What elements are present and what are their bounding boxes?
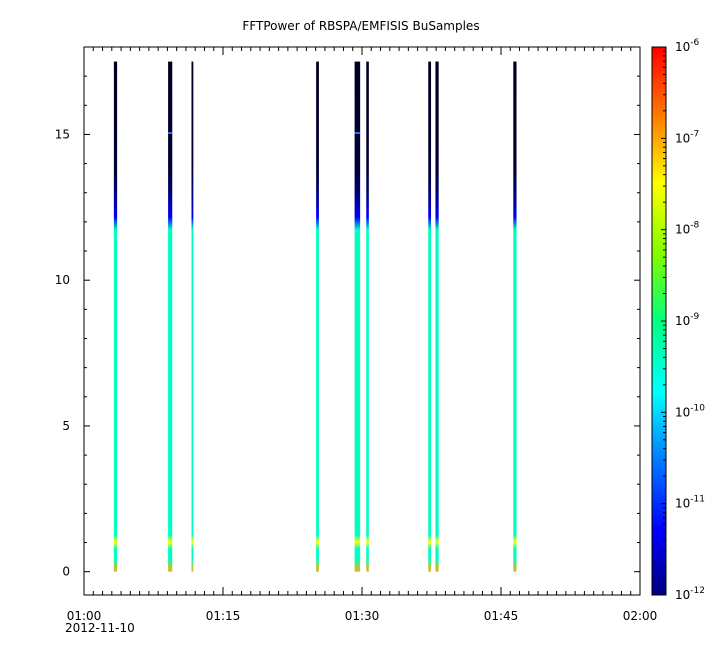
burst-column-3 <box>191 61 194 572</box>
colorbar-tick-label: 10-12 <box>675 586 705 602</box>
chart-title: FFTPower of RBSPA/EMFISIS BuSamples <box>242 19 479 33</box>
colorbar-tick-label: 10-7 <box>675 129 699 145</box>
plot-frame <box>83 46 641 596</box>
burst-column-9 <box>513 61 517 572</box>
colorbar-tick-label: 10-11 <box>675 495 705 511</box>
x-tick-label: 01:45 <box>484 609 519 623</box>
burst-column-2 <box>168 61 173 572</box>
burst-column-6 <box>366 61 369 572</box>
x-tick-label: 01:15 <box>206 609 241 623</box>
y-tick-label: 15 <box>55 127 70 141</box>
burst-column-4 <box>316 61 319 572</box>
y-tick-label: 0 <box>62 565 70 579</box>
burst-column-highlight-2 <box>168 131 173 134</box>
y-tick-label: 5 <box>62 419 70 433</box>
x-tick-label: 01:00 <box>67 609 102 623</box>
colorbar-tick-label: 10-10 <box>675 403 705 419</box>
burst-column-highlight-5 <box>354 131 361 134</box>
y-tick-label: 10 <box>55 273 70 287</box>
colorbar-tick-label: 10-6 <box>675 38 700 54</box>
burst-column-7 <box>428 61 432 572</box>
colorbar-tick-label: 10-9 <box>675 312 700 328</box>
burst-column-5 <box>354 61 361 572</box>
x-axis: 01:00 01:15 01:30 01:45 02:00 2012-11-10 <box>65 609 657 635</box>
x-tick-label: 02:00 <box>623 609 658 623</box>
burst-column-8 <box>435 61 439 572</box>
colorbar-tick-label: 10-8 <box>675 221 700 237</box>
y-axis: 0 5 10 15 <box>55 127 70 578</box>
x-date-label: 2012-11-10 <box>65 621 135 635</box>
axis-ticks-layer <box>83 46 641 595</box>
burst-column-1 <box>113 61 118 572</box>
x-tick-label: 01:30 <box>345 609 380 623</box>
colorbar-ticks: 10-6 10-7 10-8 10-9 10-10 10-11 10-12 <box>661 38 705 602</box>
bursts-layer <box>113 61 517 572</box>
